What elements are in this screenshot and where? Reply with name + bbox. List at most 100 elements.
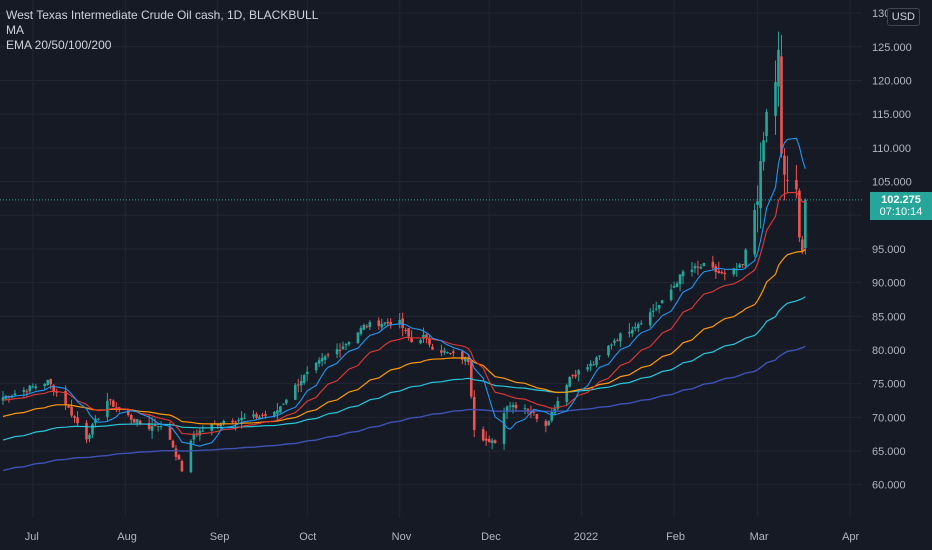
candle-body (511, 405, 515, 408)
candle (153, 418, 157, 427)
candle-body (526, 409, 530, 412)
candle-body (377, 320, 381, 326)
candle (544, 419, 548, 433)
candle (338, 343, 342, 358)
candle (398, 313, 401, 329)
price-tick-label: 120.000 (872, 75, 912, 87)
candle (654, 301, 658, 312)
price-tick-label: 90.000 (872, 278, 906, 290)
candle-body (702, 262, 706, 266)
currency-button[interactable]: USD (886, 8, 920, 26)
candle-body (52, 385, 55, 392)
candle-body (243, 417, 246, 419)
candle-body (237, 419, 240, 422)
candle-body (699, 266, 703, 269)
candle-body (282, 403, 285, 405)
candle-body (398, 320, 401, 325)
candle-body (443, 350, 446, 353)
candle-body (264, 414, 267, 416)
candle (484, 431, 488, 446)
candle (702, 262, 706, 267)
candle-body (356, 332, 360, 344)
candle-body (198, 430, 202, 436)
candle (106, 392, 109, 421)
candle (452, 349, 455, 357)
plot-area[interactable] (0, 31, 862, 474)
candle-body (631, 329, 634, 334)
candle-body (365, 326, 369, 328)
candle-body (91, 424, 94, 435)
candle-body (201, 430, 205, 432)
candle-body (636, 324, 640, 329)
candle-body (780, 56, 783, 154)
candle (783, 148, 786, 201)
time-tick-label: Jul (25, 531, 39, 543)
candle (660, 299, 664, 304)
candle-body (129, 415, 133, 420)
candle-body (112, 400, 115, 407)
candle-body (762, 140, 765, 162)
candle (282, 403, 285, 406)
candle-body (801, 239, 804, 252)
indicator-ema-label[interactable]: EMA 20/50/100/200 (6, 38, 112, 52)
candle-body (431, 346, 434, 350)
candle (314, 361, 318, 374)
candle-body (261, 414, 264, 416)
price-tick-label: 75.000 (872, 379, 906, 391)
candle (404, 327, 407, 334)
candle-body (449, 353, 452, 355)
candle-body (285, 399, 288, 404)
candle (362, 323, 366, 331)
candle-body (508, 405, 512, 407)
candle (407, 327, 410, 341)
candle-body (326, 354, 330, 356)
candle (786, 155, 789, 194)
candle (323, 354, 327, 365)
candle (693, 263, 697, 273)
candle (192, 431, 196, 446)
candle-body (97, 418, 100, 420)
candle (762, 131, 765, 171)
candle (607, 345, 610, 358)
time-tick-label: Mar (750, 531, 769, 543)
candle-body (222, 420, 226, 425)
candle-body (568, 377, 571, 387)
candle-body (299, 380, 303, 386)
candle (690, 262, 694, 277)
indicator-ma-label[interactable]: MA (6, 23, 24, 37)
candle (672, 281, 676, 289)
candle (305, 366, 309, 382)
time-axis[interactable]: Jul Aug Sep Oct Nov Dec 2022 Feb Mar Apr (25, 531, 860, 543)
candle-body (135, 419, 139, 423)
candle (261, 412, 264, 418)
candle-body (383, 322, 387, 324)
candle-body (174, 448, 178, 457)
symbol-title[interactable]: West Texas Intermediate Crude Oil cash, … (6, 8, 319, 22)
price-tick-label: 105.000 (872, 177, 912, 189)
candle (302, 373, 306, 385)
candle (669, 284, 673, 302)
candle-body (109, 399, 112, 401)
candle-body (171, 440, 175, 448)
candle (744, 248, 747, 269)
candle-body (777, 49, 780, 87)
candle-body (46, 379, 50, 386)
candle (52, 383, 55, 396)
candle (25, 388, 29, 397)
candle (657, 304, 661, 314)
candle (780, 34, 783, 158)
candle (631, 326, 634, 337)
candle-body (335, 349, 339, 355)
candle (765, 108, 768, 143)
candle-body (774, 82, 777, 116)
candle-body (55, 391, 58, 393)
candle-body (43, 383, 47, 387)
candle-body (219, 423, 223, 427)
candle (326, 352, 330, 358)
candle-body (505, 406, 509, 413)
candle-body (422, 334, 425, 339)
candle-body (440, 350, 443, 353)
candle-body (648, 312, 652, 326)
candle (610, 343, 613, 350)
